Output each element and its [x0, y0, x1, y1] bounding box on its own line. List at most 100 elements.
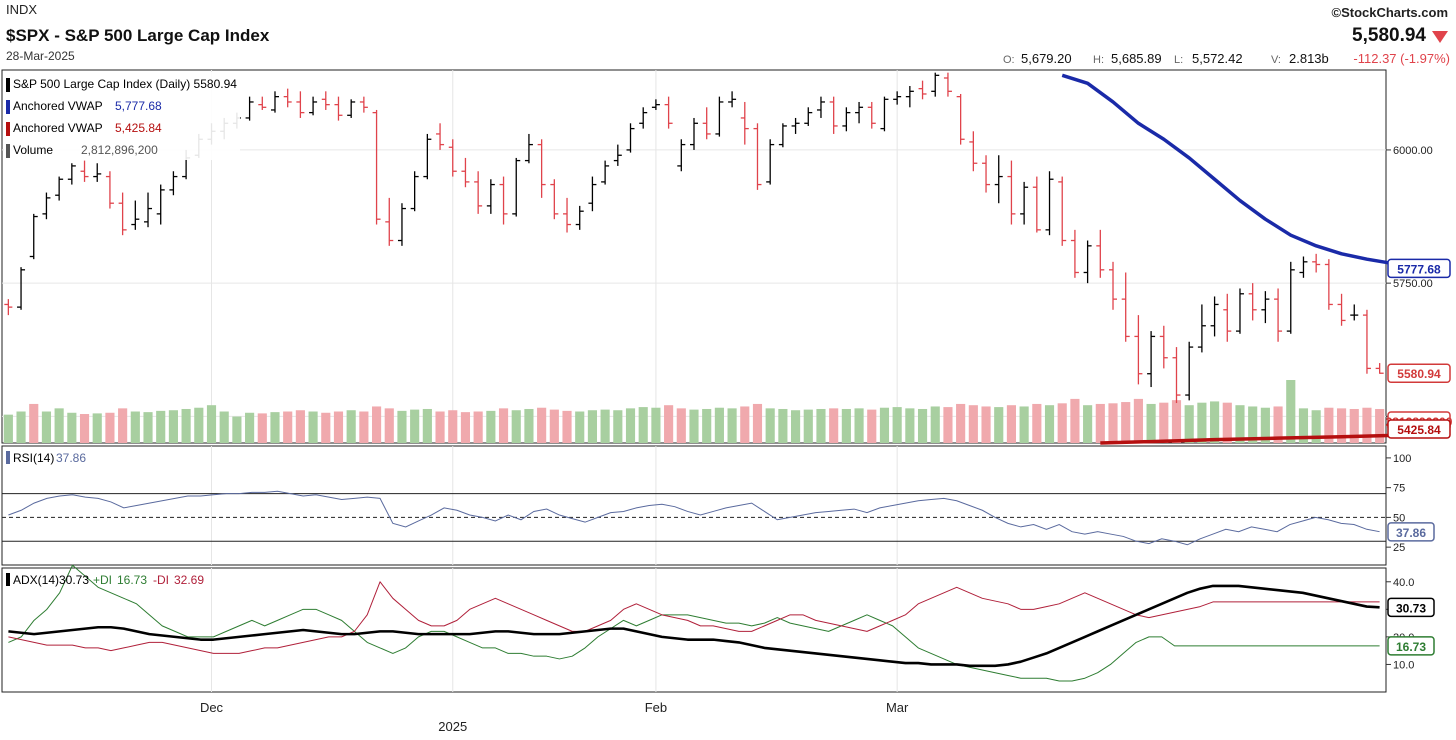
legend-entry: Anchored VWAP: [13, 99, 103, 113]
volume-bar: [283, 411, 293, 443]
ohlc-bar: [994, 155, 1003, 204]
price-tag: 5580.94: [1387, 363, 1451, 383]
ohlc-bar: [118, 192, 127, 236]
volume-bar: [1121, 402, 1131, 443]
ohlc-bar: [905, 85, 914, 108]
ohlc-bar: [1248, 283, 1257, 321]
ohlc-bar: [728, 91, 737, 108]
adx-tag-text: 30.73: [1396, 601, 1426, 615]
ohlc-bar: [258, 96, 267, 110]
ohlc-bar: [512, 157, 521, 217]
volume-bar: [676, 408, 686, 443]
volume-bar: [156, 410, 166, 443]
ohlc-bar: [753, 123, 762, 190]
price-tag-text: 5777.68: [1397, 262, 1441, 276]
adx-legend-label: +DI: [93, 573, 112, 587]
volume-bar: [841, 408, 851, 443]
ohlc-bar: [245, 96, 254, 121]
ohlcv-value-2: 5,572.42: [1192, 51, 1243, 66]
volume-bar: [219, 411, 229, 443]
volume-bar: [54, 408, 64, 443]
adx-axis-label: 10.0: [1393, 659, 1414, 671]
price-tag: 5777.68: [1387, 258, 1451, 279]
ohlc-bar: [1121, 272, 1130, 342]
ohlc-bar: [982, 155, 991, 193]
ohlc-bar: [436, 123, 445, 150]
legend-value: 5,777.68: [115, 99, 162, 113]
rsi-tag-text: 37.86: [1396, 526, 1426, 540]
ohlc-bar: [931, 72, 940, 97]
ohlc-bar: [651, 99, 660, 110]
volume-bar: [1019, 406, 1029, 443]
rsi-axis-label: 25: [1393, 542, 1405, 554]
ohlc-bar: [486, 179, 495, 214]
ohlc-bar: [105, 171, 114, 209]
price-tag-text: 5580.94: [1397, 367, 1441, 381]
volume-bar: [79, 414, 90, 443]
minus-di-line: [8, 581, 1380, 654]
volume-bar: [524, 408, 534, 443]
volume-bar: [892, 407, 902, 443]
ohlc-bar: [1274, 288, 1283, 342]
ohlc-bar: [524, 133, 533, 164]
ohlc-bar: [880, 96, 889, 132]
ohlc-bar: [397, 203, 406, 246]
price-legend: S&P 500 Large Cap Index (Daily) 5580.94 A…: [4, 72, 240, 160]
ohlc-bar: [156, 184, 165, 225]
volume-bar: [1083, 405, 1093, 443]
volume-bar: [638, 407, 648, 443]
adx-axis-label: 40.0: [1393, 577, 1414, 589]
last-price: 5,580.94: [1352, 25, 1426, 46]
volume-bar: [346, 410, 356, 443]
price-axis-label: 6000.00: [1393, 145, 1433, 157]
ohlc-bar: [423, 133, 432, 180]
volume-bar: [981, 406, 991, 443]
x-axis-label: Feb: [645, 700, 667, 715]
ohlc-bar: [359, 96, 368, 113]
volume-bar: [968, 405, 978, 443]
volume-bar: [41, 411, 52, 443]
ohlc-bar: [537, 139, 546, 198]
volume-bar: [245, 412, 255, 443]
volume-bar: [1044, 405, 1055, 443]
legend-entry: S&P 500 Large Cap Index (Daily) 5580.94: [13, 77, 237, 91]
ohlcv-label-1: H:: [1093, 54, 1104, 66]
ohlc-bar: [626, 123, 635, 153]
volume-bar: [867, 409, 877, 443]
vwap-low-tag: 5425.84: [1387, 419, 1451, 439]
ohlc-bar: [474, 171, 483, 214]
volume-bar: [1032, 403, 1042, 443]
ohlc-bar: [677, 139, 686, 172]
ohlc-bar: [613, 144, 622, 166]
ohlc-bar: [893, 91, 902, 105]
volume-bar: [194, 407, 204, 443]
legend-background: [4, 72, 240, 160]
ohlc-bar: [791, 117, 800, 134]
adx-legend-swatch: [6, 573, 10, 586]
volume-bar: [562, 410, 572, 443]
volume-bar: [1108, 403, 1118, 443]
ohlc-bar: [334, 96, 343, 121]
volume-bar: [321, 412, 331, 443]
legend-swatch: [6, 100, 10, 114]
ohlc-bar: [1197, 304, 1206, 353]
volume-bar: [16, 411, 26, 443]
plus-di-line: [8, 564, 1380, 682]
ohlc-bar: [1337, 293, 1346, 326]
ohlcv-value-3: 2.813b: [1289, 51, 1329, 66]
legend-value: 2,812,896,200: [81, 143, 158, 157]
ohlc-bar: [1083, 240, 1092, 284]
ohlc-bar: [1350, 304, 1359, 321]
volume-bar: [232, 416, 242, 443]
rsi-legend-value: 37.86: [56, 451, 86, 465]
ohlc-bar: [93, 163, 102, 182]
ohlc-bar: [67, 163, 76, 185]
vwap-low-tag-text: 5425.84: [1397, 423, 1441, 437]
rsi-axis-label: 75: [1393, 483, 1405, 495]
volume-bar: [1146, 403, 1156, 443]
ohlc-bar: [1235, 288, 1244, 334]
ohlc-bar: [1045, 171, 1054, 236]
ohlcv-value-1: 5,685.89: [1111, 51, 1162, 66]
ohlc-bar: [1261, 291, 1270, 324]
volume-bar: [1197, 402, 1207, 443]
